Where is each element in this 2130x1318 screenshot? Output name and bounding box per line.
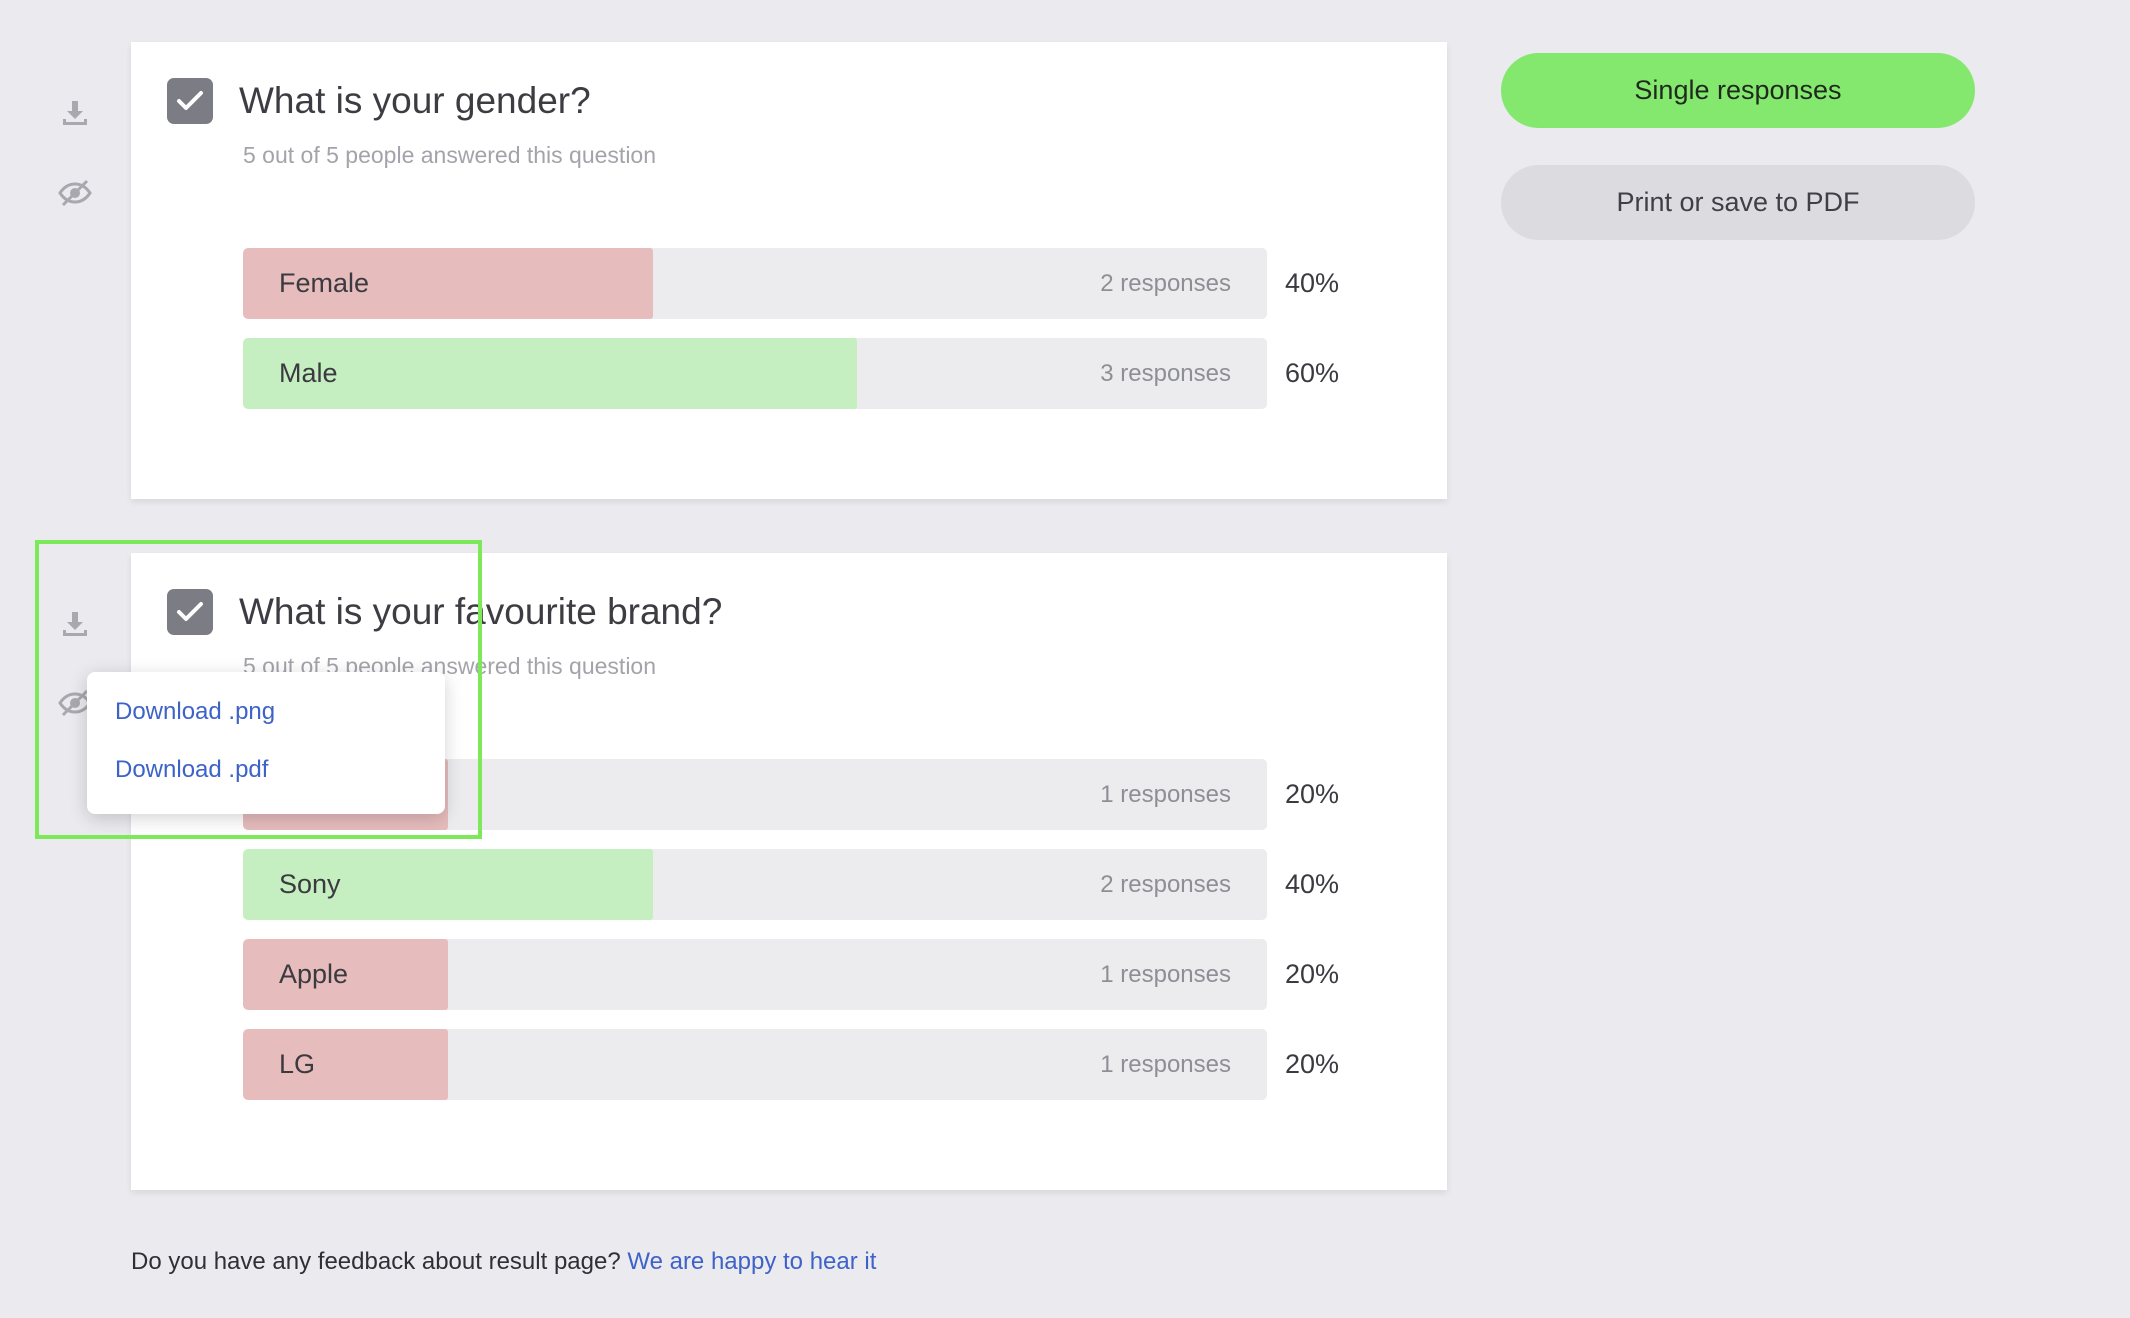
answer-bar[interactable]: Apple 1 responses bbox=[243, 939, 1267, 1010]
question-card-brand: What is your favourite brand? 5 out of 5… bbox=[131, 553, 1447, 1190]
download-icon[interactable] bbox=[52, 601, 98, 647]
answer-label: Female bbox=[279, 268, 370, 298]
download-png-option[interactable]: Download .png bbox=[115, 698, 276, 725]
print-pdf-button[interactable]: Print or save to PDF bbox=[1501, 165, 1975, 240]
question-subtitle: 5 out of 5 people answered this question bbox=[243, 142, 657, 168]
question-checkbox[interactable] bbox=[167, 78, 213, 124]
answer-count: 3 responses bbox=[1100, 360, 1231, 387]
feedback-text: Do you have any feedback about result pa… bbox=[131, 1248, 628, 1275]
answer-label: LG bbox=[279, 1049, 316, 1079]
download-icon[interactable] bbox=[52, 90, 98, 136]
answer-label: Sony bbox=[279, 869, 341, 899]
answer-count: 1 responses bbox=[1100, 1051, 1231, 1078]
answer-label: Apple bbox=[279, 959, 349, 989]
hide-eye-icon[interactable] bbox=[52, 170, 98, 216]
answer-label: Male bbox=[279, 358, 338, 388]
download-dropdown: Download .png Download .pdf bbox=[87, 672, 445, 814]
download-pdf-option[interactable]: Download .pdf bbox=[115, 756, 269, 783]
answer-bar-fill bbox=[243, 338, 858, 409]
answer-bar-fill bbox=[243, 248, 653, 319]
answer-percent: 20% bbox=[1285, 959, 1340, 989]
answer-count: 2 responses bbox=[1100, 871, 1231, 898]
answer-bar-fill bbox=[243, 1029, 448, 1100]
answer-percent: 20% bbox=[1285, 1049, 1340, 1079]
check-icon bbox=[177, 91, 203, 110]
answer-count: 1 responses bbox=[1100, 961, 1231, 988]
answer-bar[interactable]: Sony 2 responses bbox=[243, 849, 1267, 920]
answer-bar[interactable]: LG 1 responses bbox=[243, 1029, 1267, 1100]
question-checkbox[interactable] bbox=[167, 589, 213, 635]
answer-count: 2 responses bbox=[1100, 270, 1231, 297]
single-responses-button[interactable]: Single responses bbox=[1501, 53, 1975, 128]
answer-percent: 40% bbox=[1285, 268, 1340, 298]
answer-percent: 20% bbox=[1285, 779, 1340, 809]
question-card-gender: What is your gender? 5 out of 5 people a… bbox=[131, 42, 1447, 499]
feedback-line: Do you have any feedback about result pa… bbox=[131, 1248, 876, 1276]
check-icon bbox=[177, 602, 203, 621]
question-title: What is your favourite brand? bbox=[239, 591, 723, 632]
answer-percent: 60% bbox=[1285, 358, 1340, 388]
feedback-link[interactable]: We are happy to hear it bbox=[627, 1248, 877, 1275]
answer-bar[interactable]: Female 2 responses bbox=[243, 248, 1267, 319]
answer-bar-fill bbox=[243, 849, 653, 920]
answer-bar-fill bbox=[243, 939, 448, 1010]
answer-percent: 40% bbox=[1285, 869, 1340, 899]
answer-count: 1 responses bbox=[1100, 781, 1231, 808]
answer-bar[interactable]: Male 3 responses bbox=[243, 338, 1267, 409]
question-title: What is your gender? bbox=[239, 80, 591, 121]
